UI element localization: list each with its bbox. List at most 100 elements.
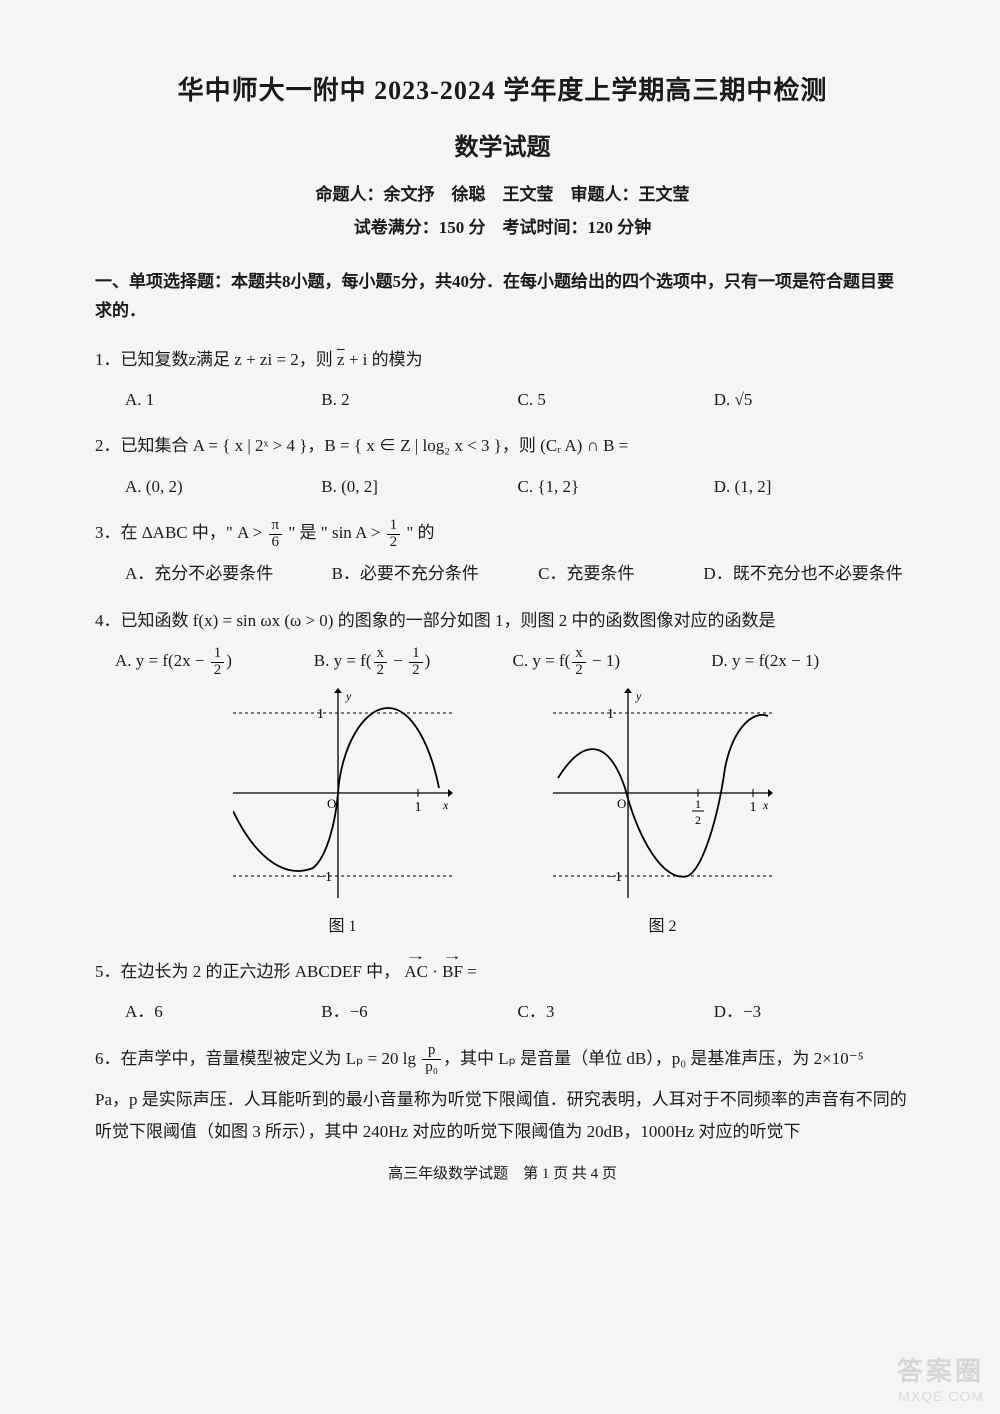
q3-text: 3．在 ΔABC 中，" A > π6 " 是 " sin A > 12 " 的 bbox=[95, 517, 910, 550]
figure-2: 1 −1 y x O 1 2 1 图 2 bbox=[553, 688, 773, 942]
watermark-line2: MXQE.COM bbox=[897, 1388, 984, 1404]
svg-text:1: 1 bbox=[414, 800, 421, 815]
q4-opt-c: C. y = f(x2 − 1) bbox=[513, 645, 712, 678]
fig1-caption: 图 1 bbox=[233, 912, 453, 942]
q4c-post: − 1) bbox=[588, 651, 620, 670]
q5-opt-c: C．3 bbox=[518, 996, 714, 1028]
svg-text:2: 2 bbox=[695, 813, 701, 827]
q4a-den: 2 bbox=[211, 663, 225, 679]
q4b-num1: x bbox=[374, 646, 388, 663]
q4b-pre: B. y = f( bbox=[314, 651, 372, 670]
q4-opt-b: B. y = f(x2 − 12) bbox=[314, 645, 513, 678]
q6-pre: 6．在声学中，音量模型被定义为 Lₚ = 20 lg bbox=[95, 1049, 420, 1068]
question-2: 2．已知集合 A = { x | 2ˣ > 4 }，B = { x ∈ Z | … bbox=[95, 430, 910, 503]
question-3: 3．在 ΔABC 中，" A > π6 " 是 " sin A > 12 " 的… bbox=[95, 517, 910, 591]
q4-options: A. y = f(2x − 12) B. y = f(x2 − 12) C. y… bbox=[95, 645, 910, 678]
q5-vec2: BF bbox=[442, 956, 463, 988]
q4b-num2: 1 bbox=[409, 646, 423, 663]
q3-opt-d: D．既不充分也不必要条件 bbox=[703, 558, 910, 590]
figure-1: 1 −1 y x O 1 图 1 bbox=[233, 688, 453, 942]
page-footer: 高三年级数学试题 第 1 页 共 4 页 bbox=[95, 1162, 910, 1183]
q2-opt-c: C. {1, 2} bbox=[518, 471, 714, 503]
sub-title: 数学试题 bbox=[95, 127, 910, 162]
watermark-line1: 答案圈 bbox=[897, 1351, 984, 1388]
q3-mid: " 是 " sin A > bbox=[284, 523, 384, 542]
section-1-header: 一、单项选择题：本题共8小题，每小题5分，共40分．在每小题给出的四个选项中，只… bbox=[95, 268, 910, 326]
q6-line2: Pa，p 是实际声压．人耳能听到的最小音量称为听觉下限阈值．研究表明，人耳对于不… bbox=[95, 1084, 910, 1149]
q3-opt-c: C．充要条件 bbox=[538, 558, 703, 590]
svg-text:x: x bbox=[762, 798, 769, 812]
q1-post: + i 的模为 bbox=[345, 350, 423, 369]
q1-opt-c: C. 5 bbox=[518, 384, 714, 416]
q4c-pre: C. y = f( bbox=[513, 651, 571, 670]
q1-text: 1．已知复数z满足 z + zi = 2，则 z + i 的模为 bbox=[95, 344, 910, 376]
q4-opt-a: A. y = f(2x − 12) bbox=[115, 645, 314, 678]
svg-text:y: y bbox=[635, 689, 642, 703]
q4-figures: 1 −1 y x O 1 图 1 1 −1 y x O 1 2 1 图 2 bbox=[95, 688, 910, 942]
exam-info: 试卷满分：150 分 考试时间：120 分钟 bbox=[95, 213, 910, 238]
chart-1-svg: 1 −1 y x O 1 bbox=[233, 688, 453, 898]
q3-frac2-num: 1 bbox=[387, 518, 401, 535]
q3-frac2-den: 2 bbox=[387, 535, 401, 551]
authors-line: 命题人：余文抒 徐聪 王文莹 审题人：王文莹 bbox=[95, 180, 910, 205]
svg-text:y: y bbox=[345, 689, 352, 703]
q4-opt-d: D. y = f(2x − 1) bbox=[711, 645, 910, 678]
svg-text:1: 1 bbox=[695, 797, 701, 811]
q5-vec1: AC bbox=[404, 956, 428, 988]
q1-zbar: z bbox=[337, 350, 345, 369]
question-6: 6．在声学中，音量模型被定义为 Lₚ = 20 lg pp₀，其中 Lₚ 是音量… bbox=[95, 1043, 910, 1149]
q3-pre: 3．在 ΔABC 中，" A > bbox=[95, 523, 267, 542]
q3-post: " 的 bbox=[402, 523, 434, 542]
q3-frac1-num: π bbox=[269, 518, 283, 535]
q3-opt-a: A．充分不必要条件 bbox=[125, 558, 332, 590]
q4b-den1: 2 bbox=[374, 663, 388, 679]
q5-text: 5．在边长为 2 的正六边形 ABCDEF 中， AC · BF = bbox=[95, 956, 910, 988]
main-title: 华中师大一附中 2023-2024 学年度上学期高三期中检测 bbox=[95, 70, 910, 107]
q4b-den2: 2 bbox=[409, 663, 423, 679]
q2-opt-b: B. (0, 2] bbox=[321, 471, 517, 503]
q6-line1: 6．在声学中，音量模型被定义为 Lₚ = 20 lg pp₀，其中 Lₚ 是音量… bbox=[95, 1043, 910, 1076]
svg-text:1: 1 bbox=[317, 707, 324, 722]
q4a-post: ) bbox=[226, 651, 232, 670]
q2-opt-a: A. (0, 2) bbox=[125, 471, 321, 503]
q6-mid: ，其中 Lₚ 是音量（单位 dB），p₀ 是基准声压，为 2×10⁻⁵ bbox=[443, 1049, 864, 1068]
watermark: 答案圈 MXQE.COM bbox=[897, 1351, 984, 1404]
q4a-num: 1 bbox=[211, 646, 225, 663]
q3-frac1-den: 6 bbox=[269, 535, 283, 551]
q6-den: p₀ bbox=[422, 1060, 441, 1076]
question-1: 1．已知复数z满足 z + zi = 2，则 z + i 的模为 A. 1 B.… bbox=[95, 344, 910, 417]
svg-text:−1: −1 bbox=[317, 870, 332, 885]
q4b-post: ) bbox=[425, 651, 431, 670]
q5-options: A．6 B．−6 C．3 D．−3 bbox=[95, 996, 910, 1028]
q2-text: 2．已知集合 A = { x | 2ˣ > 4 }，B = { x ∈ Z | … bbox=[95, 430, 910, 462]
q1-opt-d: D. √5 bbox=[714, 384, 910, 416]
q1-options: A. 1 B. 2 C. 5 D. √5 bbox=[95, 384, 910, 416]
q1-pre: 1．已知复数z满足 z + zi = 2，则 bbox=[95, 350, 337, 369]
svg-text:O: O bbox=[617, 796, 626, 811]
q4a-pre: A. y = f(2x − bbox=[115, 651, 209, 670]
q5-pre: 5．在边长为 2 的正六边形 ABCDEF 中， bbox=[95, 962, 400, 981]
q3-opt-b: B．必要不充分条件 bbox=[332, 558, 539, 590]
q1-opt-b: B. 2 bbox=[321, 384, 517, 416]
q5-opt-a: A．6 bbox=[125, 996, 321, 1028]
q4b-mid: − bbox=[389, 651, 407, 670]
q4c-num: x bbox=[572, 646, 586, 663]
fig2-caption: 图 2 bbox=[553, 912, 773, 942]
q4-text: 4．已知函数 f(x) = sin ωx (ω > 0) 的图象的一部分如图 1… bbox=[95, 605, 910, 637]
svg-text:x: x bbox=[442, 798, 449, 812]
q2-options: A. (0, 2) B. (0, 2] C. {1, 2} D. (1, 2] bbox=[95, 471, 910, 503]
q6-num: p bbox=[422, 1043, 441, 1060]
q2-opt-d: D. (1, 2] bbox=[714, 471, 910, 503]
q4c-den: 2 bbox=[572, 663, 586, 679]
question-4: 4．已知函数 f(x) = sin ωx (ω > 0) 的图象的一部分如图 1… bbox=[95, 605, 910, 942]
question-5: 5．在边长为 2 的正六边形 ABCDEF 中， AC · BF = A．6 B… bbox=[95, 956, 910, 1029]
svg-text:1: 1 bbox=[749, 800, 756, 815]
chart-2-svg: 1 −1 y x O 1 2 1 bbox=[553, 688, 773, 898]
q1-opt-a: A. 1 bbox=[125, 384, 321, 416]
svg-text:1: 1 bbox=[607, 707, 614, 722]
q3-options: A．充分不必要条件 B．必要不充分条件 C．充要条件 D．既不充分也不必要条件 bbox=[95, 558, 910, 590]
q5-opt-b: B．−6 bbox=[321, 996, 517, 1028]
svg-text:−1: −1 bbox=[607, 870, 622, 885]
q5-opt-d: D．−3 bbox=[714, 996, 910, 1028]
svg-text:O: O bbox=[327, 796, 336, 811]
